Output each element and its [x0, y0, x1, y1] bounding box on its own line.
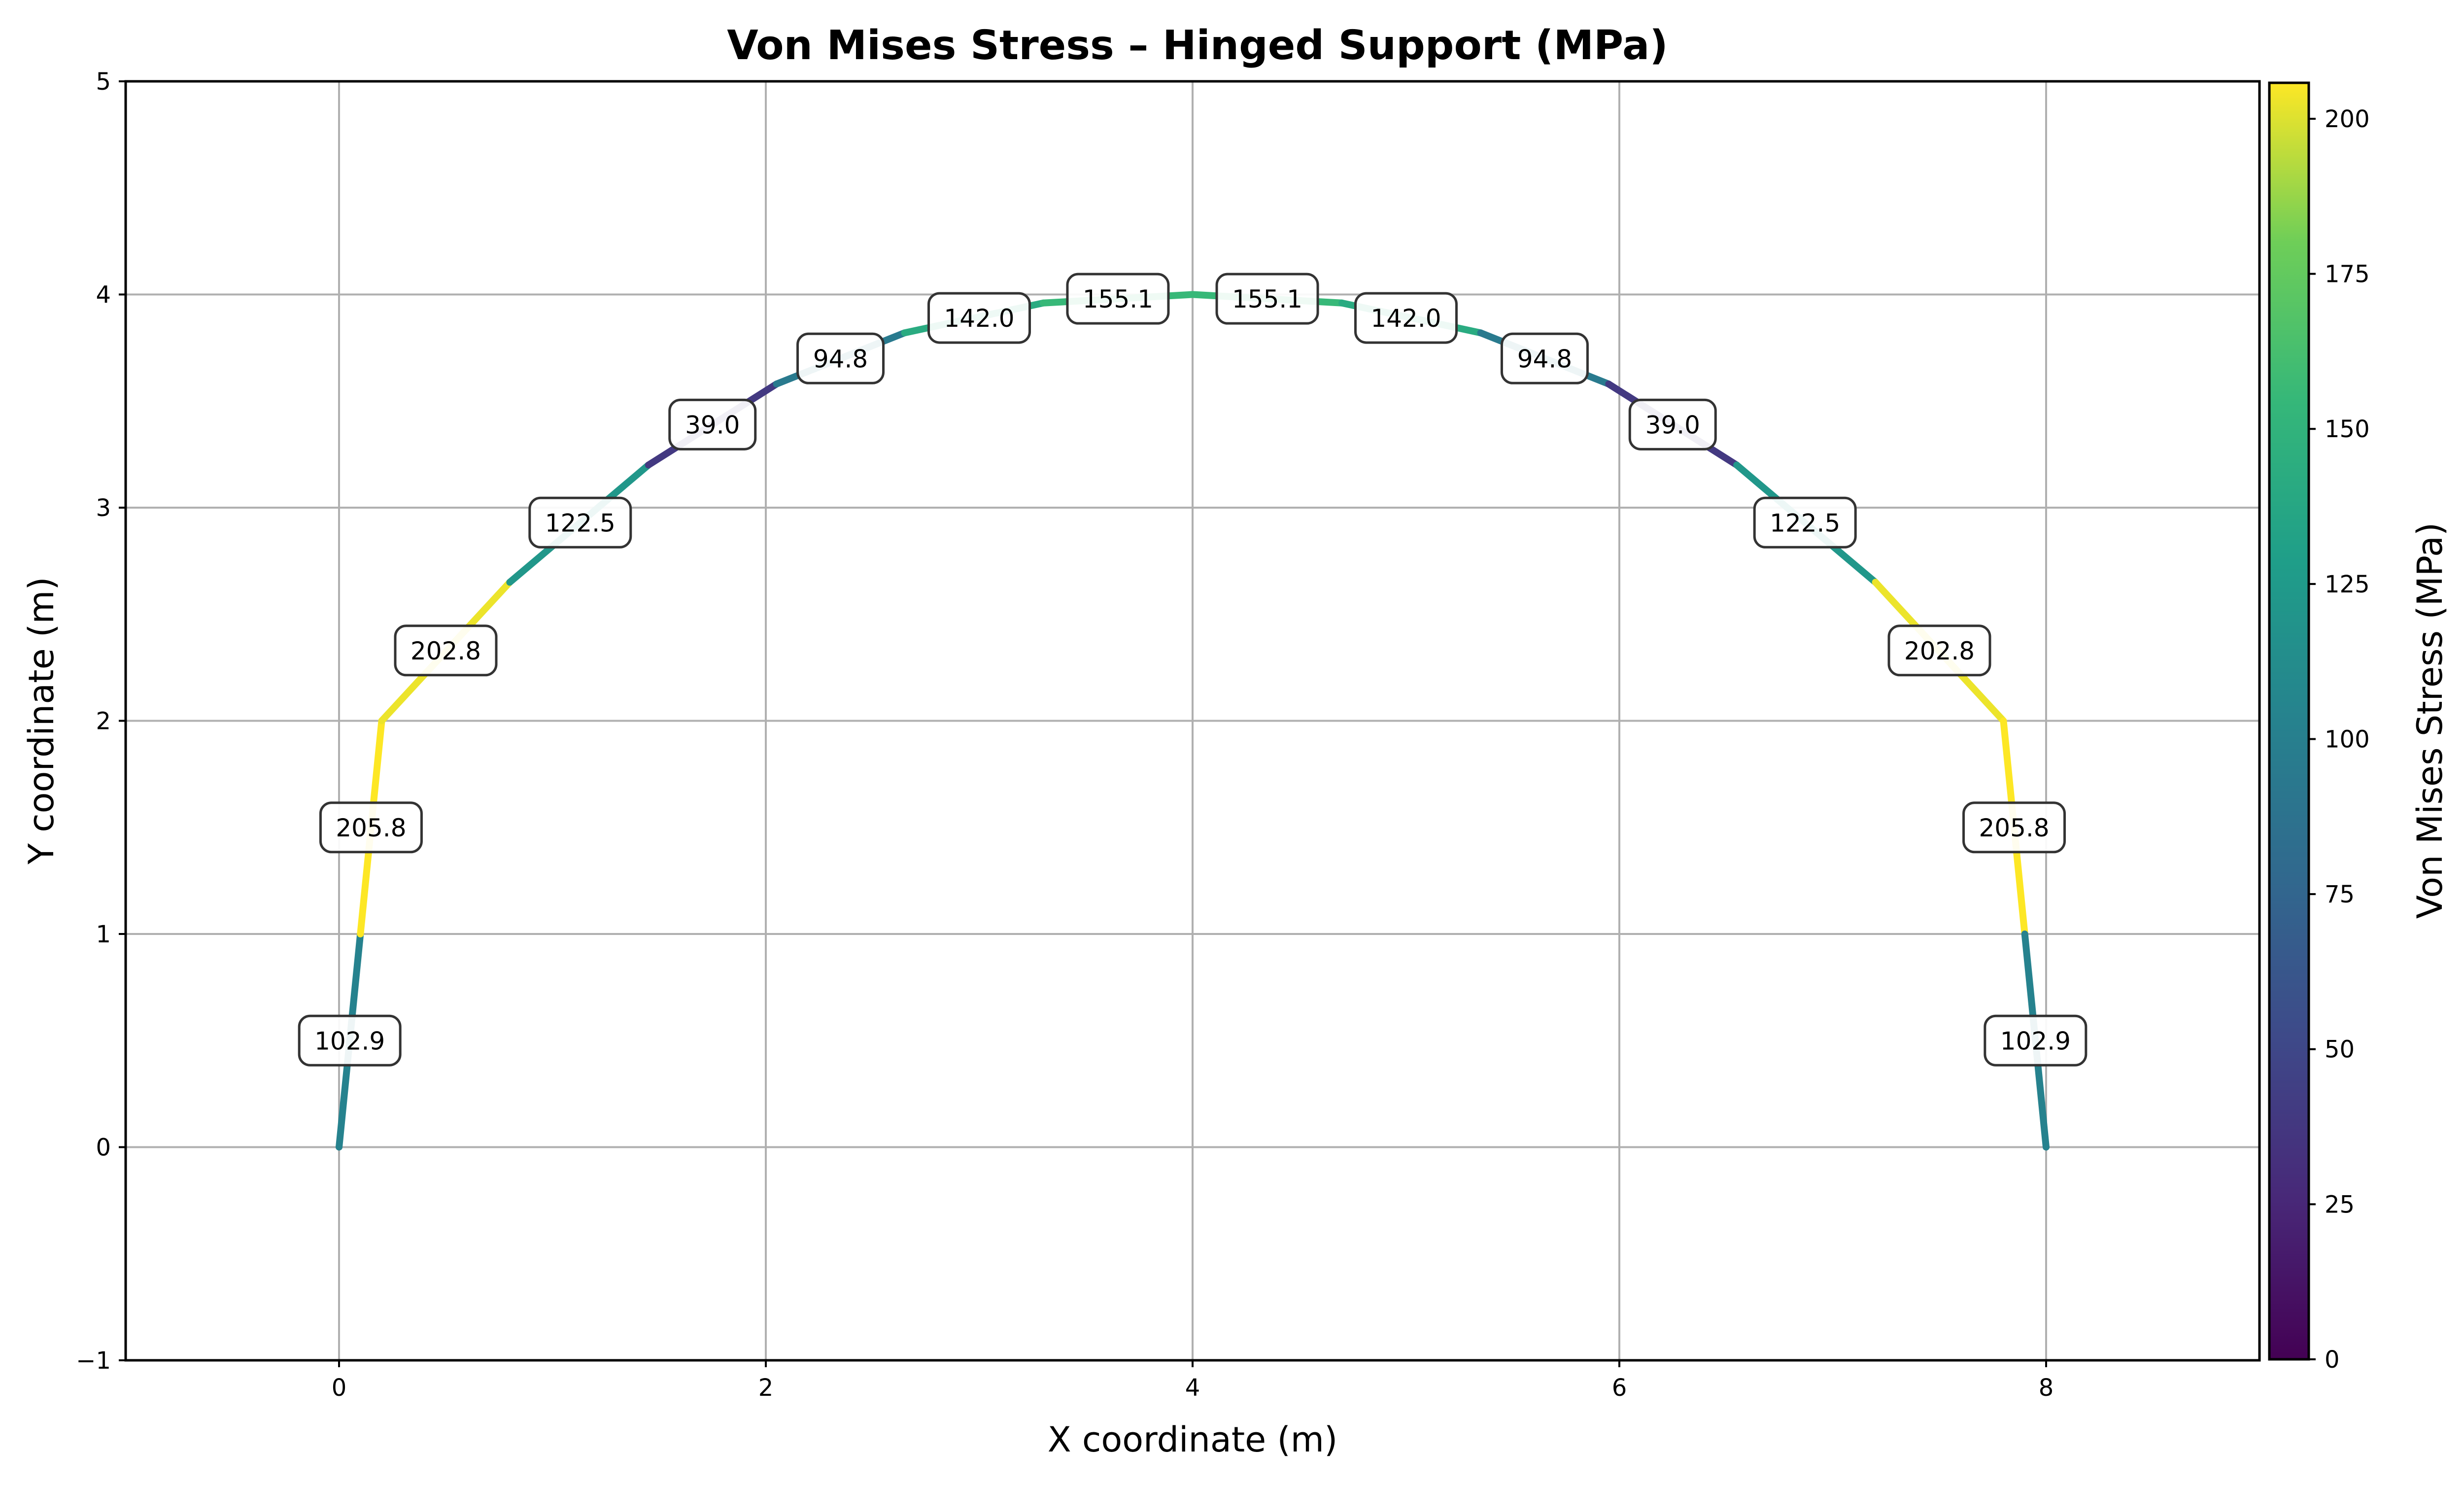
- label-box: [1962, 801, 2066, 854]
- x-tick-label: 2: [758, 1374, 774, 1402]
- label-text: 39.0: [1645, 411, 1700, 439]
- label-text: 94.8: [813, 345, 868, 373]
- label-text: 142.0: [944, 304, 1014, 333]
- y-ticks: −1 0 1 2 3 4 5: [76, 68, 126, 1375]
- stress-value-label: 155.1: [1215, 273, 1319, 325]
- stress-value-label: 94.8: [796, 332, 885, 384]
- x-tick-label: 6: [1612, 1374, 1627, 1402]
- colorbar-tick-label: 150: [2325, 415, 2370, 443]
- colorbar-ticks: 0 25 50 75 100 125 150 175 200: [2309, 105, 2370, 1374]
- label-text: 202.8: [1904, 637, 1975, 665]
- label-text: 205.8: [336, 814, 406, 842]
- label-box: [319, 801, 423, 854]
- y-tick-label: 0: [96, 1134, 111, 1162]
- stress-value-label: 205.8: [1962, 801, 2066, 854]
- label-box: [796, 332, 885, 384]
- stress-value-label: 39.0: [1628, 398, 1717, 450]
- colorbar-title: Von Mises Stress (MPa): [2410, 522, 2450, 919]
- label-box: [1984, 1014, 2088, 1067]
- label-box: [1215, 273, 1319, 325]
- label-text: 94.8: [1517, 345, 1572, 373]
- stress-labels: 102.9 205.8 202.8 122.5 39.0 94.8 142.0 155.1 15…: [298, 273, 2088, 1067]
- label-text: 122.5: [1770, 509, 1840, 537]
- colorbar-tick-label: 50: [2325, 1036, 2355, 1064]
- label-text: 122.5: [545, 509, 616, 537]
- label-text: 39.0: [685, 411, 740, 439]
- y-tick-label: 3: [96, 494, 111, 522]
- label-box: [1628, 398, 1717, 450]
- colorbar-tick-label: 25: [2325, 1191, 2355, 1218]
- y-tick-label: 5: [96, 68, 111, 96]
- label-box: [1753, 496, 1857, 549]
- label-box: [927, 292, 1031, 344]
- stress-value-label: 142.0: [927, 292, 1031, 344]
- colorbar-tick-label: 125: [2325, 571, 2370, 598]
- x-tick-label: 0: [332, 1374, 347, 1402]
- label-box: [1887, 624, 1991, 677]
- y-tick-label: 2: [96, 708, 111, 735]
- x-axis-title: X coordinate (m): [1048, 1419, 1338, 1460]
- label-text: 155.1: [1232, 285, 1302, 313]
- label-text: 102.9: [314, 1027, 385, 1055]
- colorbar-tick-label: 200: [2325, 105, 2370, 133]
- stress-value-label: 122.5: [1753, 496, 1857, 549]
- label-box: [1500, 332, 1589, 384]
- label-box: [394, 624, 498, 677]
- stress-value-label: 142.0: [1354, 292, 1458, 344]
- colorbar-tick-label: 75: [2325, 881, 2355, 908]
- stress-value-label: 102.9: [298, 1014, 402, 1067]
- label-text: 102.9: [2000, 1027, 2071, 1055]
- stress-value-label: 205.8: [319, 801, 423, 854]
- stress-value-label: 202.8: [1887, 624, 1991, 677]
- y-tick-label: 1: [96, 921, 111, 948]
- chart-title: Von Mises Stress – Hinged Support (MPa): [727, 22, 1668, 69]
- y-tick-label: 4: [96, 281, 111, 309]
- stress-value-label: 94.8: [1500, 332, 1589, 384]
- x-tick-label: 4: [1185, 1374, 1200, 1402]
- grid-lines: [126, 80, 2259, 1361]
- label-box: [1066, 273, 1170, 325]
- label-text: 155.1: [1083, 285, 1153, 313]
- y-axis-title: Y coordinate (m): [21, 577, 62, 864]
- stress-value-label: 122.5: [528, 496, 632, 549]
- label-text: 205.8: [1979, 814, 2049, 842]
- colorbar-tick-label: 100: [2325, 725, 2370, 753]
- y-tick-label: −1: [76, 1347, 111, 1375]
- stress-value-label: 39.0: [668, 398, 757, 450]
- colorbar-tick-label: 0: [2325, 1346, 2340, 1374]
- label-text: 202.8: [411, 637, 481, 665]
- stress-value-label: 202.8: [394, 624, 498, 677]
- colorbar-tick-label: 175: [2325, 261, 2370, 288]
- label-box: [1354, 292, 1458, 344]
- colorbar: [2268, 81, 2310, 1361]
- label-text: 142.0: [1370, 304, 1441, 333]
- stress-value-label: 102.9: [1984, 1014, 2088, 1067]
- label-box: [298, 1014, 402, 1067]
- label-box: [668, 398, 757, 450]
- stress-value-label: 155.1: [1066, 273, 1170, 325]
- label-box: [528, 496, 632, 549]
- x-ticks: 0 2 4 6 8: [332, 1360, 2054, 1402]
- x-tick-label: 8: [2039, 1374, 2054, 1402]
